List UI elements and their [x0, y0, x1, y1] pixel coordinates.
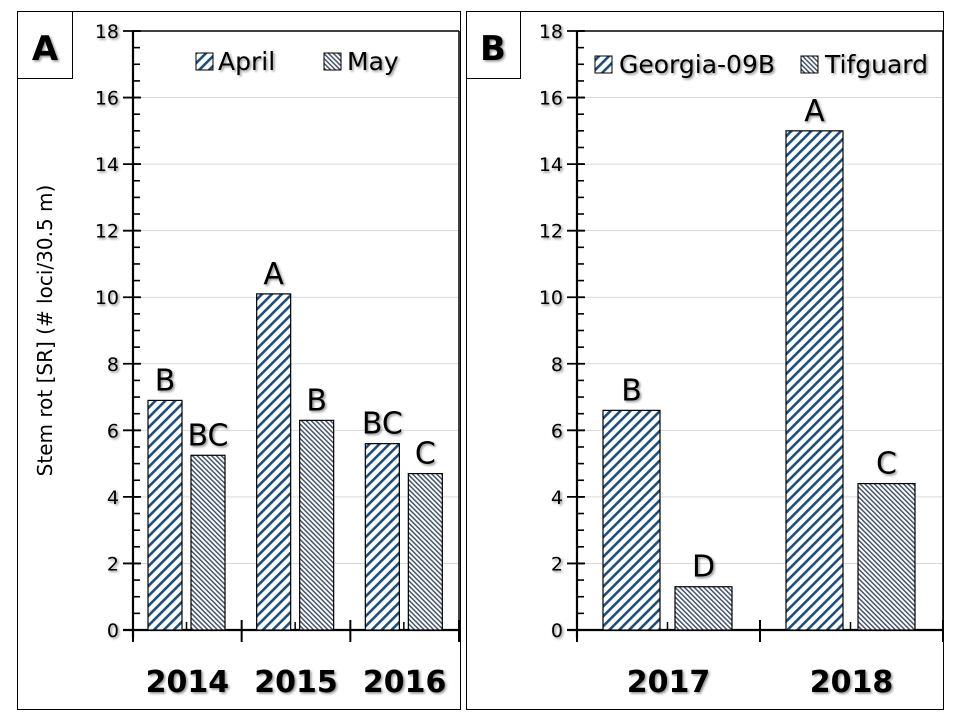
- legend-label: April: [218, 47, 275, 76]
- legend-swatch-may: [323, 52, 342, 71]
- y-tick-label: 4: [551, 487, 563, 509]
- y-tick-label: 14: [95, 154, 119, 176]
- y-tick-label: 2: [107, 553, 119, 575]
- bar-georgia-09b-2018: [785, 130, 844, 631]
- y-axis-label: Stem rot [SR] (# loci/30.5 m): [33, 185, 57, 477]
- x-category-label: 2015: [254, 665, 338, 700]
- y-tick-label: 10: [95, 287, 119, 309]
- bar-may-2014: [190, 454, 226, 631]
- significance-letter: B: [621, 373, 642, 408]
- significance-letter: D: [692, 550, 715, 585]
- bar-april-2015: [256, 293, 292, 631]
- y-tick-label: 16: [95, 88, 119, 110]
- y-tick-label: 18: [539, 21, 563, 43]
- bar-april-2014: [147, 399, 183, 631]
- panel-b-label: B: [480, 29, 506, 69]
- panel-a-frame: [17, 11, 461, 710]
- y-tick-label: 6: [107, 420, 119, 442]
- significance-letter: BC: [187, 418, 228, 453]
- significance-letter: BC: [362, 407, 403, 442]
- y-tick-label: 0: [107, 620, 119, 642]
- legend-swatch-georgia-09b: [594, 55, 613, 74]
- significance-letter: B: [155, 363, 176, 398]
- bar-may-2016: [407, 472, 443, 631]
- legend-label: Georgia-09B: [619, 50, 775, 79]
- significance-letter: C: [415, 437, 436, 472]
- bar-april-2016: [364, 443, 400, 631]
- bar-georgia-09b-2017: [602, 409, 661, 631]
- x-category-label: 2017: [627, 665, 711, 700]
- y-tick-label: 8: [107, 354, 119, 376]
- panel-a-label-box: [17, 11, 73, 79]
- significance-letter: B: [306, 383, 327, 418]
- legend-label: Tifguard: [824, 50, 928, 79]
- x-category-label: 2014: [146, 665, 230, 700]
- panel-a-label: A: [32, 29, 59, 69]
- x-category-label: 2018: [810, 665, 894, 700]
- y-tick-label: 12: [95, 221, 119, 243]
- y-tick-label: 14: [539, 154, 563, 176]
- significance-letter: C: [876, 447, 897, 482]
- y-tick-label: 18: [95, 21, 119, 43]
- y-tick-label: 0: [551, 620, 563, 642]
- significance-letter: A: [263, 257, 284, 292]
- panel-b: B 0 2 4 6 8 10 12 14 16 18 B D 2017 A C 2018 Georgia-09B…: [466, 11, 944, 710]
- y-tick-label: 6: [551, 420, 563, 442]
- bar-tifguard-2017: [674, 586, 733, 631]
- y-tick-label: 4: [107, 487, 119, 509]
- y-tick-label: 2: [551, 553, 563, 575]
- significance-letter: A: [804, 94, 825, 129]
- x-category-label: 2016: [363, 665, 447, 700]
- panel-a: A 0 2 4 6 8 10 12 14 16 18 B BC 2014 A B 2015 BC C 2016 Apr…: [17, 11, 461, 710]
- y-tick-label: 8: [551, 354, 563, 376]
- bar-may-2015: [299, 419, 335, 631]
- legend-label: May: [347, 47, 399, 76]
- y-tick-label: 16: [539, 88, 563, 110]
- y-tick-label: 10: [539, 287, 563, 309]
- panel-b-label-box: [466, 11, 521, 79]
- bar-tifguard-2018: [857, 482, 916, 631]
- y-tick-label: 12: [539, 221, 563, 243]
- legend-swatch-april: [195, 52, 214, 71]
- legend-swatch-tifguard: [800, 55, 819, 74]
